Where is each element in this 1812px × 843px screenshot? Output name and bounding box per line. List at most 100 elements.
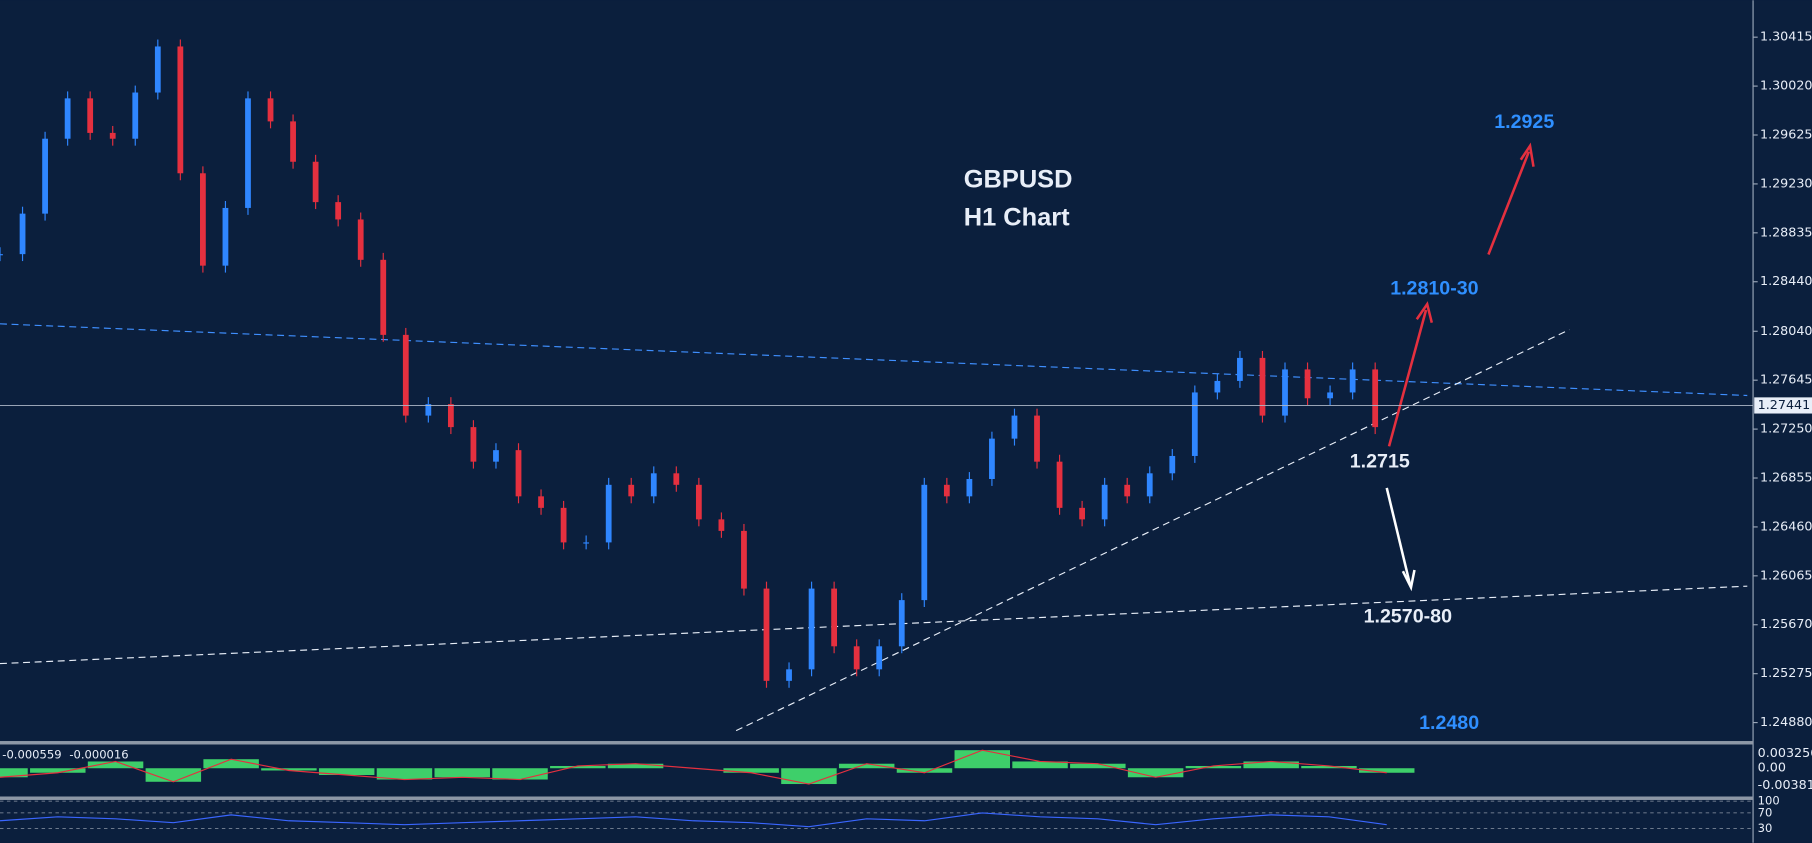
candle <box>1259 357 1266 416</box>
candle <box>245 98 251 208</box>
timeframe: H1 Chart <box>964 203 1070 231</box>
candle <box>154 46 161 93</box>
macd-readout: -0.000016 <box>69 747 128 761</box>
macd-bar <box>1243 761 1299 769</box>
candle <box>628 484 635 497</box>
support-label: 1.2570-80 <box>1364 606 1452 628</box>
candle <box>357 219 364 260</box>
macd-bar <box>1012 761 1068 769</box>
support-line <box>0 585 1748 665</box>
candle <box>1034 415 1040 462</box>
candle <box>1214 380 1221 393</box>
macd-bar <box>261 768 317 771</box>
candle <box>447 404 454 428</box>
candle <box>1169 455 1176 474</box>
candle <box>290 121 296 162</box>
candle <box>87 98 94 133</box>
candle <box>1146 473 1153 497</box>
candle <box>898 600 905 647</box>
candle <box>1056 461 1063 508</box>
macd-tick-label: -0.003811 <box>1758 777 1812 792</box>
macd-bar <box>896 768 953 773</box>
candle <box>695 484 702 520</box>
price-tag <box>1754 397 1812 414</box>
rsi-tick-label: 30 <box>1758 821 1773 835</box>
candle <box>1101 484 1108 520</box>
candle <box>402 334 409 416</box>
candle <box>1191 392 1198 456</box>
candle <box>493 450 499 462</box>
y-tick-label: 1.24880 <box>1760 714 1812 729</box>
pane-separator <box>0 796 1754 800</box>
candle <box>560 507 567 543</box>
macd-readout: -0.000559 <box>2 747 61 761</box>
rsi-line <box>0 812 1387 828</box>
candle <box>19 213 26 255</box>
macd-bar <box>1070 763 1126 769</box>
y-tick-label: 1.29625 <box>1760 127 1812 142</box>
trend-line <box>735 329 1570 732</box>
macd-bar <box>723 768 779 773</box>
candle <box>515 450 522 497</box>
candle <box>335 202 342 220</box>
y-tick-label: 1.25275 <box>1760 665 1812 680</box>
candle <box>966 479 973 497</box>
candle <box>0 254 3 256</box>
y-tick-label: 1.27645 <box>1760 372 1812 387</box>
rsi-tick-label: 100 <box>1758 794 1780 808</box>
macd-bar <box>434 768 490 778</box>
candle <box>312 161 319 203</box>
macd-bar <box>1185 765 1242 769</box>
arrow-head <box>1401 569 1416 592</box>
y-tick-label: 1.28440 <box>1760 273 1812 288</box>
y-tick-label: 1.26460 <box>1760 518 1812 533</box>
macd-bar <box>1301 765 1357 769</box>
symbol-title: GBPUSD <box>964 165 1073 193</box>
macd-tick-label: 0.00 <box>1758 760 1786 775</box>
macd-bar <box>1359 768 1415 773</box>
target-label: 1.2925 <box>1494 111 1554 133</box>
y-tick-label: 1.27250 <box>1760 421 1812 436</box>
macd-bar <box>954 750 1011 769</box>
candle <box>718 519 725 531</box>
candle <box>42 138 48 214</box>
macd-bar <box>781 768 837 785</box>
candle <box>1124 484 1131 497</box>
candle <box>538 496 544 508</box>
y-tick-label: 1.30415 <box>1760 29 1812 44</box>
candle <box>921 484 928 601</box>
y-tick-label: 1.26855 <box>1760 470 1812 485</box>
candle <box>673 473 680 485</box>
candle <box>267 98 274 122</box>
macd-bar <box>30 768 86 773</box>
macd-bar <box>0 768 28 778</box>
macd-bar <box>838 763 895 769</box>
candle <box>1079 507 1085 520</box>
candle <box>1011 415 1018 439</box>
candle <box>222 207 229 266</box>
arrow <box>1387 309 1428 447</box>
candle <box>808 588 815 670</box>
candle <box>380 259 387 335</box>
candle <box>470 427 477 462</box>
macd-bar <box>203 759 259 769</box>
y-tick-label: 1.30020 <box>1760 78 1812 93</box>
candle <box>583 542 590 544</box>
arrow <box>1487 151 1531 255</box>
arrow-head <box>1415 301 1434 324</box>
macd-bar <box>1127 768 1184 778</box>
macd-bar <box>87 761 144 769</box>
candle <box>605 484 612 543</box>
rsi-tick-label: 70 <box>1758 805 1773 819</box>
candle <box>943 484 950 497</box>
macd-bar <box>607 763 664 769</box>
candle <box>1282 369 1288 416</box>
candle <box>876 646 883 670</box>
y-tick-label: 1.28835 <box>1760 224 1812 239</box>
support-label: 1.2480 <box>1419 712 1479 734</box>
y-tick-label: 1.29230 <box>1760 175 1812 190</box>
candle <box>1349 369 1356 393</box>
candle <box>109 132 116 139</box>
pane-separator <box>0 741 1754 745</box>
